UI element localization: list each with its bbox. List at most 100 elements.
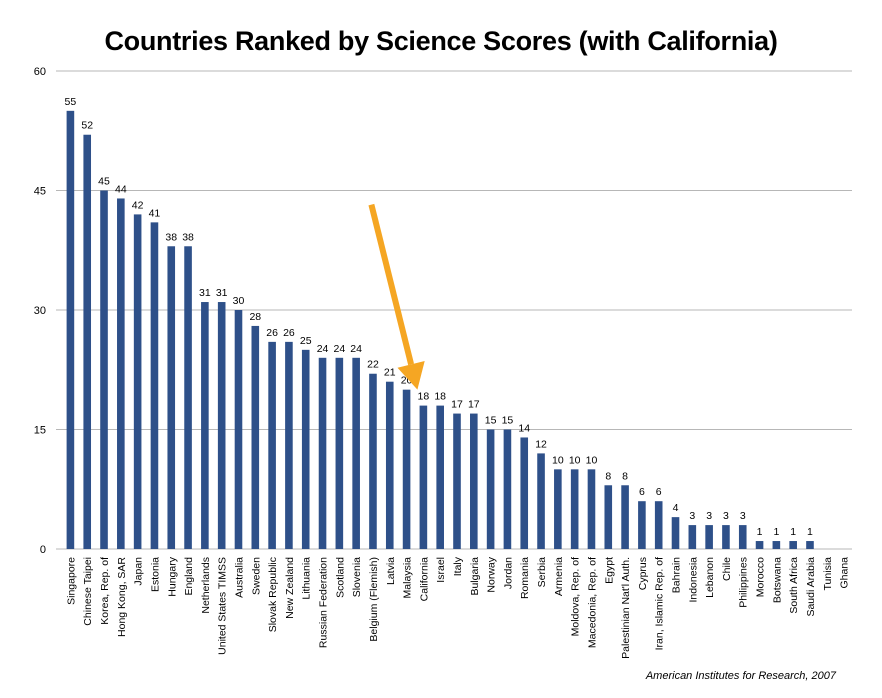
y-tick-label: 15 (34, 425, 46, 437)
bar (83, 134, 92, 549)
x-tick-label: New Zealand (284, 557, 296, 619)
data-label: 12 (535, 438, 547, 450)
x-tick-label: Saudi Arabia (805, 557, 817, 617)
bar (789, 541, 797, 549)
x-tick-label: Korea, Rep. of (99, 557, 111, 625)
california-arrow-icon (368, 203, 425, 390)
bar (117, 198, 125, 549)
data-label: 14 (518, 422, 530, 434)
data-label: 1 (757, 526, 763, 538)
x-tick-label: Romania (519, 557, 531, 599)
x-tick-label: Sweden (250, 557, 262, 595)
data-label: 25 (300, 335, 312, 347)
bar (419, 405, 428, 549)
data-label: 55 (65, 96, 77, 108)
bar (100, 190, 108, 549)
x-tick-label: Australia (233, 557, 245, 598)
x-tick-label: Botswana (771, 557, 783, 603)
x-tick-label: Tunisia (822, 557, 834, 591)
x-tick-label: Israel (435, 557, 447, 583)
x-tick-label: Belgium (Flemish) (368, 557, 380, 642)
x-tick-label: Slovak Republic (267, 557, 279, 632)
bar (587, 469, 596, 549)
y-tick-label: 45 (34, 186, 46, 198)
x-tick-label: Slovenia (351, 557, 363, 597)
bar (654, 501, 663, 549)
chart-title: Countries Ranked by Science Scores (with… (104, 26, 778, 56)
bar (402, 389, 411, 549)
data-label: 6 (639, 486, 645, 498)
x-tick-label: United States TIMSS (217, 557, 229, 655)
data-label: 31 (216, 287, 228, 299)
data-label: 17 (468, 399, 480, 411)
x-tick-label: Chile (721, 557, 733, 581)
x-tick-label: Malaysia (402, 557, 414, 599)
data-label: 38 (165, 231, 177, 243)
bar (570, 469, 579, 549)
bar (133, 214, 142, 549)
bar (251, 325, 260, 549)
bar (453, 413, 461, 549)
x-tick-label: Philippines (738, 557, 750, 608)
arrow-head (397, 361, 425, 390)
bar (66, 110, 75, 549)
x-tick-label: Italy (452, 556, 464, 576)
data-label: 24 (333, 343, 345, 355)
data-label: 45 (98, 176, 110, 188)
bar (520, 437, 529, 549)
x-tick-label: Iran, Islamic Rep. of (654, 557, 666, 650)
x-tick-label: Egypt (603, 557, 615, 584)
bar (184, 246, 192, 549)
data-label: 26 (283, 327, 295, 339)
data-label: 3 (689, 510, 695, 522)
data-label: 1 (807, 526, 813, 538)
data-label: 8 (622, 470, 628, 482)
bar (638, 501, 646, 549)
data-label: 24 (350, 343, 362, 355)
x-tick-label: Bahrain (671, 557, 683, 593)
data-label: 4 (673, 502, 679, 514)
data-label: 26 (266, 327, 278, 339)
x-tick-label: England (183, 557, 195, 596)
bar (167, 246, 176, 549)
data-label: 38 (182, 231, 194, 243)
bar (806, 541, 814, 549)
data-label: 21 (384, 367, 396, 379)
bar (705, 525, 713, 549)
data-label: 18 (434, 391, 446, 403)
data-label: 3 (740, 510, 746, 522)
data-label: 10 (586, 454, 598, 466)
data-label: 41 (149, 207, 161, 219)
x-tick-label: Ghana (839, 557, 851, 589)
data-label: 44 (115, 183, 127, 195)
data-label: 1 (790, 526, 796, 538)
x-tick-label: Moldova, Rep. of (570, 557, 582, 636)
bar (217, 302, 226, 549)
x-tick-label: Norway (486, 556, 498, 592)
x-tick-label: Cyprus (637, 557, 649, 590)
x-tick-label: Hong Kong, SAR (116, 557, 128, 637)
bar (537, 453, 545, 549)
x-tick-label: Jordan (502, 557, 514, 589)
x-tick-label: Palestinian Nat'l Auth. (620, 557, 632, 659)
bar (604, 485, 613, 549)
bars (66, 110, 814, 549)
data-label: 6 (656, 486, 662, 498)
x-tick-label: Indonesia (687, 557, 699, 603)
bar (503, 429, 512, 549)
bar (285, 341, 293, 549)
bar (301, 349, 310, 549)
data-label: 22 (367, 359, 379, 371)
x-tick-label: Singapore (65, 557, 77, 605)
data-label: 17 (451, 399, 463, 411)
bar (755, 541, 764, 549)
data-label: 10 (569, 454, 581, 466)
data-label: 30 (233, 295, 245, 307)
data-label: 20 (401, 375, 413, 387)
bar (738, 525, 747, 549)
y-tick-label: 30 (34, 305, 46, 317)
x-tick-label: Chinese Taipei (82, 557, 94, 626)
data-label: 15 (485, 415, 497, 427)
